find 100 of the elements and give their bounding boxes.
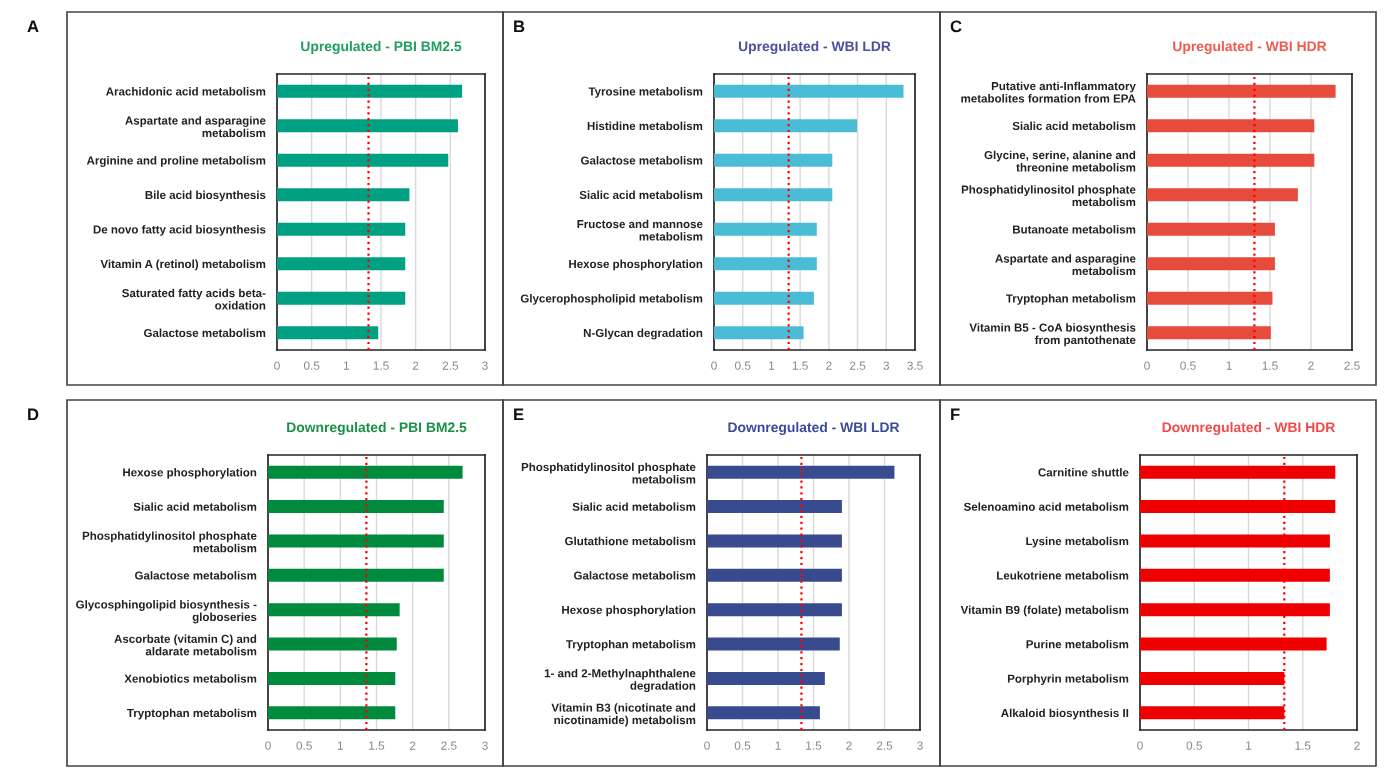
y-tick-label: Lysine metabolism: [1026, 536, 1129, 548]
y-tick-label: Arginine and proline metabolism: [86, 156, 266, 167]
x-tick-label: 1.5: [369, 741, 385, 750]
x-tick-label: 2: [412, 361, 419, 370]
y-tick-label: Sialic acid metabolism: [133, 502, 257, 511]
x-tick-label: 0: [704, 741, 710, 750]
bar: [714, 222, 817, 236]
y-tick-label: Butanoate metabolism: [1013, 225, 1136, 234]
y-tick-label: Putative anti-Inflammatory metabolites formation from EPA: [961, 81, 1136, 103]
y-tick-label: Arachidonic acid metabolism: [106, 87, 266, 96]
bar: [277, 119, 458, 133]
bar: [277, 153, 449, 167]
x-tick-label: 2: [826, 361, 832, 370]
bar: [1140, 603, 1330, 617]
bar: [1140, 671, 1285, 685]
bar: [707, 706, 820, 720]
x-tick-label: 1.5: [792, 361, 808, 370]
x-tick-label: 0: [711, 361, 717, 370]
bar: [1140, 500, 1336, 514]
y-tick-label: Galactose metabolism: [135, 571, 257, 580]
bar: [1147, 326, 1271, 340]
bar: [268, 706, 396, 720]
bar: [268, 637, 397, 651]
y-tick-label: Porphyrin metabolism: [1007, 674, 1129, 686]
bar: [277, 188, 410, 202]
y-tick-label: Glycine, serine, alanine and threonine metabolism: [984, 150, 1136, 172]
x-tick-label: 0.5: [296, 741, 312, 750]
text: B: [514, 20, 525, 33]
bar: [277, 291, 406, 305]
bar: [277, 326, 379, 340]
y-tick-label: Xenobiotics metabolism: [124, 674, 257, 683]
y-tick-label: Glycerophospholipid metabolism: [520, 294, 703, 305]
x-tick-label: 1: [1246, 741, 1252, 750]
x-tick-label: 3.5: [907, 361, 923, 370]
x-tick-label: 2: [1308, 361, 1314, 370]
x-tick-label: 1: [343, 361, 350, 370]
bar: [707, 637, 840, 651]
bar: [707, 534, 842, 548]
y-tick-label: Aspartate and asparagine metabolism: [995, 254, 1136, 276]
x-tick-label: 2.5: [442, 361, 459, 370]
chart-title: Upregulated - PBI BM2.5: [301, 40, 462, 54]
bar: [1147, 84, 1336, 98]
x-tick-label: 0: [1144, 361, 1150, 370]
y-tick-label: De novo fatty acid biosynthesis: [93, 225, 266, 236]
bar: [1140, 637, 1327, 651]
chart-title: Downregulated - WBI LDR: [728, 421, 900, 435]
y-tick-label: Tyrosine metabolism: [588, 87, 703, 98]
x-tick-label: 1.5: [1262, 361, 1278, 370]
bar: [1140, 534, 1330, 548]
y-tick-label: Tryptophan metabolism: [566, 639, 696, 651]
y-tick-label: Fructose and mannose metabolism: [577, 219, 703, 241]
y-tick-label: Glutathione metabolism: [565, 536, 696, 546]
text: A: [27, 20, 39, 33]
x-tick-label: 0: [265, 741, 271, 750]
x-tick-label: 0.5: [734, 361, 751, 370]
bar: [268, 465, 463, 479]
x-tick-label: 3: [883, 361, 890, 370]
text: D: [28, 408, 39, 421]
y-tick-label: Sialic acid metabolism: [1012, 121, 1136, 131]
text: C: [950, 20, 962, 33]
x-tick-label: 1.5: [373, 361, 389, 370]
bar: [1140, 568, 1330, 582]
chart-title: Upregulated - WBI HDR: [1173, 40, 1327, 54]
x-tick-label: 1: [775, 741, 781, 750]
bar: [714, 153, 833, 167]
y-tick-label: Hexose phosphorylation: [562, 605, 696, 617]
bar: [714, 257, 817, 271]
y-tick-label: Alkaloid biosynthesis II: [1001, 708, 1129, 720]
y-tick-label: Aspartate and asparagine metabolism: [125, 116, 266, 138]
y-tick-label: Vitamin B5 - CoA biosynthesis from pantothenate: [969, 323, 1136, 347]
x-tick-label: 0.5: [1180, 361, 1196, 370]
chart-title: Upregulated - WBI LDR: [738, 40, 891, 54]
y-tick-label: Sialic acid metabolism: [579, 190, 703, 200]
chart-title: Downregulated - WBI HDR: [1162, 421, 1336, 435]
y-tick-label: Tryptophan metabolism: [1006, 294, 1136, 305]
y-tick-label: Vitamin B9 (folate) metabolism: [960, 605, 1129, 617]
bar: [714, 326, 804, 340]
y-tick-label: Tryptophan metabolism: [127, 708, 257, 720]
text: E: [514, 408, 524, 421]
bar: [277, 84, 463, 98]
x-tick-label: 3: [482, 361, 488, 370]
x-tick-label: 2: [409, 741, 416, 750]
y-tick-label: Glycosphingolipid biosynthesis - globoseries: [76, 600, 257, 624]
y-tick-label: Ascorbate (vitamin C) and aldarate metabolism: [114, 634, 257, 656]
y-tick-label: Galactose metabolism: [574, 571, 696, 580]
bar: [714, 188, 833, 202]
y-tick-label: Leukotriene metabolism: [997, 571, 1129, 580]
chart-title: Downregulated - PBI BM2.5: [287, 421, 467, 435]
bar: [707, 603, 842, 617]
y-tick-label: Carnitine shuttle: [1038, 468, 1129, 477]
y-tick-label: Vitamin B3 (nicotinate and nicotinamide) metabolism: [551, 703, 696, 727]
bar: [1147, 222, 1275, 236]
bar: [268, 568, 444, 582]
x-tick-label: 1: [1226, 361, 1232, 370]
y-tick-label: Phosphatidylinositol phosphate metabolism: [82, 531, 257, 553]
x-tick-label: 2: [1354, 741, 1360, 750]
x-tick-label: 2.5: [849, 361, 866, 370]
x-tick-label: 1.5: [806, 741, 822, 750]
x-tick-label: 0.5: [303, 361, 320, 370]
y-tick-label: Saturated fatty acids beta- oxidation: [122, 288, 266, 310]
